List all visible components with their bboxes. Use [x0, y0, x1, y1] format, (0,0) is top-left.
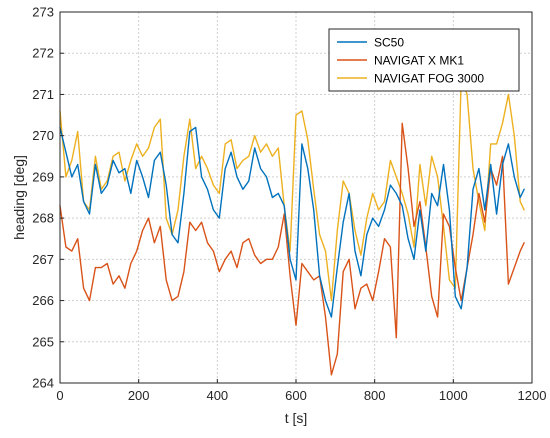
y-tick-label: 270 [32, 128, 54, 143]
y-tick-label: 273 [32, 5, 54, 20]
y-tick-label: 268 [32, 211, 54, 226]
x-tick-label: 1200 [518, 388, 547, 403]
series-line-2 [59, 77, 525, 302]
series-line-0 [59, 126, 525, 318]
x-tick-label: 400 [206, 388, 228, 403]
y-axis-ticks: 264 265 266 267 268 269 270 271 272 273 [32, 5, 64, 391]
x-tick-label: 200 [128, 388, 150, 403]
legend-label-1: NAVIGAT X MK1 [374, 54, 464, 68]
series-layer [59, 77, 525, 376]
x-tick-label: 600 [285, 388, 307, 403]
y-tick-label: 264 [32, 376, 54, 391]
legend-label-2: NAVIGAT FOG 3000 [374, 72, 484, 86]
legend-label-0: SC50 [374, 36, 404, 50]
x-tick-label: 1000 [439, 388, 468, 403]
x-tick-label: 800 [364, 388, 386, 403]
legend: SC50 NAVIGAT X MK1 NAVIGAT FOG 3000 [328, 28, 520, 92]
y-tick-label: 272 [32, 46, 54, 61]
x-tick-label: 0 [56, 388, 63, 403]
y-tick-label: 269 [32, 169, 54, 184]
y-tick-label: 267 [32, 252, 54, 267]
y-tick-label: 266 [32, 293, 54, 308]
x-axis-ticks: 0 200 400 600 800 1000 1200 [56, 379, 546, 403]
series-line-1 [59, 122, 525, 376]
y-tick-label: 271 [32, 87, 54, 102]
y-tick-label: 265 [32, 334, 54, 349]
x-axis-label: t [s] [285, 410, 308, 426]
y-axis-label: heading [deg] [11, 155, 27, 240]
